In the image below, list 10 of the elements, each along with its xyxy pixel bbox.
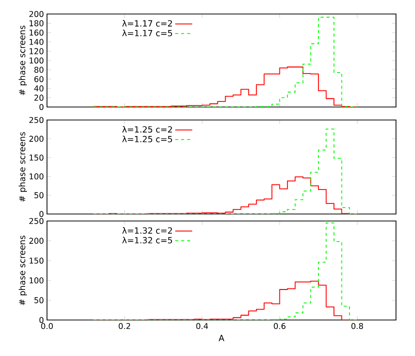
y-axis-title: # phase screens xyxy=(18,132,27,202)
x-axis-title: A xyxy=(218,334,224,342)
legend-label: λ=1.17 c=2 xyxy=(122,20,172,27)
legend-label: λ=1.32 c=5 xyxy=(122,236,172,244)
legend-label: λ=1.32 c=2 xyxy=(122,227,172,234)
legend-label: λ=1.17 c=5 xyxy=(122,30,172,36)
y-axis-title: # phase screens xyxy=(18,236,27,306)
y-axis-title: # phase screens xyxy=(18,26,27,96)
legend-label: λ=1.25 c=2 xyxy=(122,126,172,133)
legend-label: λ=1.25 c=5 xyxy=(122,136,172,142)
